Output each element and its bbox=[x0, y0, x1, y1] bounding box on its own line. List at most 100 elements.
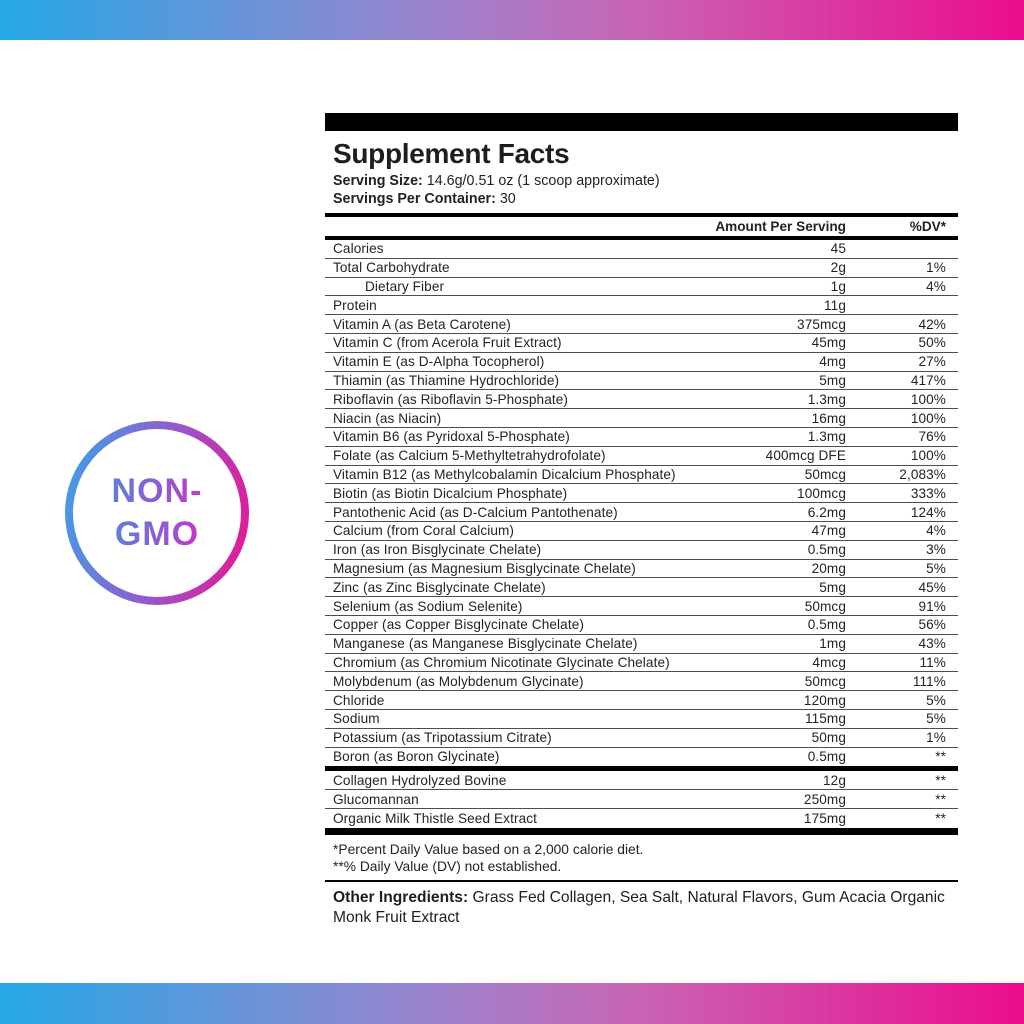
serving-size-label: Serving Size: bbox=[333, 173, 423, 189]
nutrient-amount: 0.5mg bbox=[807, 749, 846, 765]
nutrient-amount: 50mcg bbox=[804, 466, 846, 482]
table-row: Iron (as Iron Bisglycinate Chelate) 0.5mg… bbox=[325, 541, 958, 560]
nutrient-dv: 4% bbox=[926, 523, 946, 539]
table-row: Niacin (as Niacin) 16mg 100% bbox=[325, 409, 958, 428]
non-gmo-badge: NON- GMO bbox=[65, 421, 249, 605]
nutrient-dv: 111% bbox=[912, 673, 946, 689]
nutrient-amount: 50mcg bbox=[804, 673, 846, 689]
nutrient-amount: 11g bbox=[824, 297, 846, 313]
nutrient-dv: 5% bbox=[926, 560, 946, 576]
nutrient-dv: 4% bbox=[926, 278, 946, 294]
servings-per-container-line: Servings Per Container: 30 bbox=[333, 191, 958, 209]
table-row: Sodium 115mg 5% bbox=[325, 710, 958, 729]
nutrient-amount: 6.2mg bbox=[807, 504, 846, 520]
nutrient-name: Boron (as Boron Glycinate) bbox=[333, 749, 500, 765]
servings-label: Servings Per Container: bbox=[333, 190, 496, 207]
table-row: Vitamin B6 (as Pyridoxal 5-Phosphate) 1.3… bbox=[325, 428, 958, 447]
table-row: Chromium (as Chromium Nicotinate Glycina… bbox=[325, 654, 958, 673]
footnote-daily-value: *Percent Daily Value based on a 2,000 ca… bbox=[333, 841, 644, 857]
nutrient-amount: 1.3mg bbox=[807, 391, 846, 407]
nutrient-name: Sodium bbox=[333, 711, 380, 727]
nutrient-amount: 120mg bbox=[803, 692, 846, 708]
nutrient-amount: 12g bbox=[823, 772, 846, 788]
table-row: Dietary Fiber 1g 4% bbox=[325, 278, 958, 297]
nutrient-dv: 76% bbox=[918, 429, 946, 445]
nutrient-name: Magnesium (as Magnesium Bisglycinate Che… bbox=[333, 560, 636, 576]
nutrient-amount: 45 bbox=[830, 241, 846, 257]
table-row: Collagen Hydrolyzed Bovine 12g ** bbox=[325, 771, 958, 791]
divider-below-header bbox=[325, 236, 958, 240]
footnotes: *Percent Daily Value based on a 2,000 ca… bbox=[333, 841, 958, 876]
nutrient-amount: 100mcg bbox=[797, 485, 846, 501]
nutrient-amount: 1mg bbox=[819, 636, 846, 652]
table-row: Vitamin B12 (as Methylcobalamin Dicalciu… bbox=[325, 466, 958, 485]
nutrient-name: Dietary Fiber bbox=[365, 278, 445, 294]
nutrient-name: Organic Milk Thistle Seed Extract bbox=[333, 810, 538, 826]
non-gmo-line2: GMO bbox=[115, 513, 199, 556]
nutrient-name: Manganese (as Manganese Bisglycinate Che… bbox=[333, 636, 638, 652]
table-row: Folate (as Calcium 5-Methyltetrahydrofol… bbox=[325, 447, 958, 466]
nutrient-name: Calories bbox=[333, 241, 384, 257]
nutrient-dv: 1% bbox=[926, 730, 946, 746]
table-row: Manganese (as Manganese Bisglycinate Che… bbox=[325, 635, 958, 654]
nutrient-dv: 100% bbox=[910, 448, 946, 464]
table-row: Glucomannan 250mg ** bbox=[325, 790, 958, 809]
nutrient-name: Molybdenum (as Molybdenum Glycinate) bbox=[333, 673, 584, 689]
nutrient-name: Vitamin C (from Acerola Fruit Extract) bbox=[333, 335, 562, 351]
nutrient-dv: 56% bbox=[918, 617, 946, 633]
nutrient-amount: 16mg bbox=[811, 410, 846, 426]
table-row: Biotin (as Biotin Dicalcium Phosphate) 10… bbox=[325, 484, 958, 504]
nutrient-amount: 5mg bbox=[819, 372, 846, 388]
header-percent-dv: %DV* bbox=[909, 219, 946, 234]
nutrient-name: Vitamin E (as D-Alpha Tocopherol) bbox=[333, 354, 545, 370]
table-row: Boron (as Boron Glycinate) 0.5mg ** bbox=[325, 748, 958, 767]
header-amount-per-serving: Amount Per Serving bbox=[715, 219, 846, 234]
supplement-facts-panel: Supplement Facts Serving Size: 14.6g/0.5… bbox=[325, 113, 958, 927]
nutrient-dv: ** bbox=[935, 791, 946, 807]
top-gradient-bar bbox=[0, 0, 1024, 40]
nutrient-dv: ** bbox=[935, 810, 946, 826]
nutrient-name: Protein bbox=[333, 297, 377, 313]
nutrient-dv: 100% bbox=[910, 391, 946, 407]
nutrient-name: Vitamin B12 (as Methylcobalamin Dicalciu… bbox=[333, 466, 676, 482]
nutrient-amount: 4mcg bbox=[812, 654, 846, 670]
divider-bottom-thick bbox=[325, 827, 958, 835]
nutrient-dv: 43% bbox=[918, 636, 946, 652]
nutrient-amount: 2g bbox=[830, 260, 846, 276]
nutrient-name: Chloride bbox=[333, 692, 385, 708]
nutrient-name: Vitamin B6 (as Pyridoxal 5-Phosphate) bbox=[333, 429, 570, 445]
nutrient-dv: 5% bbox=[926, 692, 946, 708]
table-row: Vitamin C (from Acerola Fruit Extract) 45… bbox=[325, 334, 958, 353]
nutrient-name: Zinc (as Zinc Bisglycinate Chelate) bbox=[333, 579, 546, 595]
nutrient-dv: ** bbox=[935, 772, 946, 788]
nutrient-amount: 5mg bbox=[819, 579, 846, 595]
table-row: Magnesium (as Magnesium Bisglycinate Che… bbox=[325, 560, 958, 579]
other-compound-rows: Collagen Hydrolyzed Bovine 12g ** Glucomann… bbox=[325, 771, 958, 827]
table-row: Protein 11g bbox=[325, 296, 958, 316]
other-ingredients-text: Grass Fed Collagen, Sea Salt, Natural Fl… bbox=[333, 889, 945, 926]
nutrient-amount: 47mg bbox=[811, 523, 846, 539]
table-row: Vitamin A (as Beta Carotene) 375mcg 42% bbox=[325, 315, 958, 334]
table-row: Pantothenic Acid (as D-Calcium Pantothen… bbox=[325, 503, 958, 522]
nutrient-amount: 400mcg DFE bbox=[765, 448, 846, 464]
nutrient-dv: 2,083% bbox=[899, 466, 946, 482]
nutrient-name: Chromium (as Chromium Nicotinate Glycina… bbox=[333, 654, 670, 670]
nutrient-name: Thiamin (as Thiamine Hydrochloride) bbox=[333, 372, 560, 388]
nutrient-dv: 417% bbox=[910, 372, 946, 388]
nutrient-dv: ** bbox=[935, 749, 946, 765]
other-ingredients: Other Ingredients: Grass Fed Collagen, S… bbox=[333, 888, 958, 927]
nutrient-amount: 50mg bbox=[811, 730, 846, 746]
nutrient-name: Potassium (as Tripotassium Citrate) bbox=[333, 730, 552, 746]
nutrient-name: Copper (as Copper Bisglycinate Chelate) bbox=[333, 617, 584, 633]
nutrient-dv: 333% bbox=[910, 485, 946, 501]
nutrient-name: Calcium (from Coral Calcium) bbox=[333, 523, 515, 539]
divider-mid-thick bbox=[325, 766, 958, 772]
nutrient-dv: 5% bbox=[926, 711, 946, 727]
table-row: Copper (as Copper Bisglycinate Chelate) 0… bbox=[325, 616, 958, 635]
bottom-gradient-bar bbox=[0, 983, 1024, 1024]
nutrient-name: Glucomannan bbox=[333, 791, 419, 807]
serving-size-line: Serving Size: 14.6g/0.51 oz (1 scoop app… bbox=[333, 173, 958, 191]
nutrient-amount: 1.3mg bbox=[807, 429, 846, 445]
table-row: Thiamin (as Thiamine Hydrochloride) 5mg 41… bbox=[325, 372, 958, 391]
nutrient-dv: 1% bbox=[926, 260, 946, 276]
